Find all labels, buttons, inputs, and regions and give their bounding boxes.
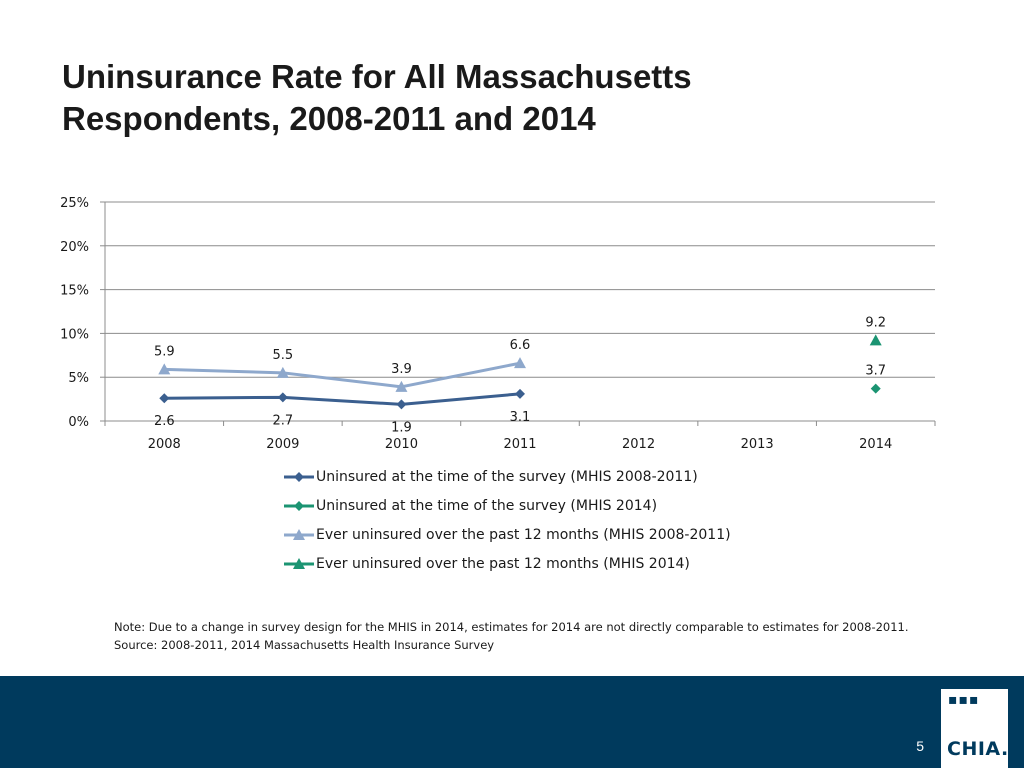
triangle-marker-icon xyxy=(284,557,314,569)
x-tick-label: 2010 xyxy=(385,437,418,452)
x-tick-label: 2011 xyxy=(503,437,536,452)
footer-band: 5 xyxy=(0,676,1024,768)
data-point-0-2010 xyxy=(396,399,407,410)
slide-title-line2: Respondents, 2008-2011 and 2014 xyxy=(62,100,596,137)
data-label-1-2014: 3.7 xyxy=(865,364,886,379)
line-chart: 0% 5% 10% 15% 20% 25% 2008 2009 2010 2011 2012 2013… xyxy=(60,196,936,452)
source-text: Source: 2008-2011, 2014 Massachusetts He… xyxy=(114,638,495,652)
legend-marker xyxy=(294,471,304,482)
legend-item-ever-uninsured-2008-2011: Ever uninsured over the past 12 months (… xyxy=(284,520,731,549)
y-tick-label: 15% xyxy=(60,284,89,299)
x-tick-label: 2014 xyxy=(859,437,892,452)
series-layer xyxy=(158,334,882,410)
legend-label-1: Uninsured at the time of the survey (MHI… xyxy=(316,497,658,514)
data-point-0-2009 xyxy=(277,392,288,403)
grid-layer xyxy=(105,201,935,378)
data-label-2-2011: 6.6 xyxy=(510,338,531,353)
note-text: Note: Due to a change in survey design f… xyxy=(114,620,909,634)
legend-marker xyxy=(293,528,305,540)
data-point-0-2011 xyxy=(515,388,525,399)
data-label-3-2014: 9.2 xyxy=(865,315,886,330)
chart-legend: Uninsured at the time of the survey (MHI… xyxy=(284,462,731,578)
series-line-0 xyxy=(164,392,521,406)
chart-note: Note: Due to a change in survey design f… xyxy=(114,618,974,654)
data-point-2-2009 xyxy=(276,366,289,378)
x-tick-label: 2012 xyxy=(622,437,655,452)
data-label-2-2009: 5.5 xyxy=(273,348,294,363)
data-point-0-2008 xyxy=(159,393,170,404)
slide-title-line1: Uninsurance Rate for All Massachusetts xyxy=(62,58,692,95)
series-line-2 xyxy=(164,361,521,389)
data-label-0-2010: 1.9 xyxy=(391,420,412,435)
y-tick-label: 0% xyxy=(68,415,89,430)
diamond-marker-icon xyxy=(284,500,314,511)
legend-key-1 xyxy=(284,499,314,513)
label-layer: 2.6 2.7 1.9 3.1 3.7 5.9 5.5 3.9 6.6 9.2 xyxy=(154,315,886,435)
x-tick-label: 2008 xyxy=(148,437,181,452)
legend-key-3 xyxy=(284,557,314,571)
y-tick-label: 10% xyxy=(60,327,89,342)
y-tick-label: 5% xyxy=(68,371,89,386)
legend-item-uninsured-2008-2011: Uninsured at the time of the survey (MHI… xyxy=(284,462,731,491)
legend-marker xyxy=(293,557,305,569)
triangle-marker-icon xyxy=(284,528,314,540)
data-label-2-2008: 5.9 xyxy=(154,344,175,359)
page-number: 5 xyxy=(916,738,924,754)
x-tick-label: 2009 xyxy=(266,437,299,452)
y-tick-label: 25% xyxy=(60,196,89,211)
data-point-1-2014 xyxy=(870,383,881,394)
legend-key-2 xyxy=(284,528,314,542)
logo-text: CHIA. xyxy=(947,738,1009,760)
legend-label-3: Ever uninsured over the past 12 months (… xyxy=(316,555,690,572)
legend-item-uninsured-2014: Uninsured at the time of the survey (MHI… xyxy=(284,491,731,520)
data-point-2-2010 xyxy=(395,380,408,392)
data-point-3-2014 xyxy=(869,334,882,346)
data-label-0-2009: 2.7 xyxy=(273,413,294,428)
x-tick-label: 2013 xyxy=(741,437,774,452)
legend-label-2: Ever uninsured over the past 12 months (… xyxy=(316,526,731,543)
logo-dots-icon: ▪▪▪ xyxy=(948,692,980,708)
legend-item-ever-uninsured-2014: Ever uninsured over the past 12 months (… xyxy=(284,549,731,578)
data-label-2-2010: 3.9 xyxy=(391,362,412,377)
data-point-2-2008 xyxy=(158,363,171,375)
data-label-0-2008: 2.6 xyxy=(154,414,175,429)
legend-marker xyxy=(294,500,304,511)
data-label-0-2011: 3.1 xyxy=(510,410,531,425)
slide-title: Uninsurance Rate for All Massachusetts R… xyxy=(62,56,962,140)
chia-logo: ▪▪▪ CHIA. xyxy=(941,689,1008,768)
legend-key-0 xyxy=(284,470,314,484)
data-point-2-2011 xyxy=(514,357,526,369)
axis-layer: 0% 5% 10% 15% 20% 25% 2008 2009 2010 2011 2012 2013… xyxy=(60,196,936,452)
y-tick-label: 20% xyxy=(60,240,89,255)
legend-label-0: Uninsured at the time of the survey (MHI… xyxy=(316,468,698,485)
diamond-marker-icon xyxy=(284,471,314,482)
